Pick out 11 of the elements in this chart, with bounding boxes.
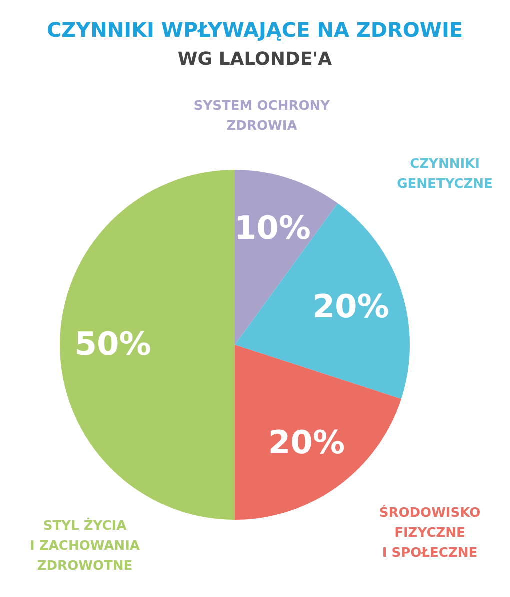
data-label: 20%: [312, 287, 390, 326]
data-label: 10%: [234, 208, 311, 247]
slice-label: STYL ŻYCIA I ZACHOWANIA ZDROWOTNE: [30, 517, 140, 574]
data-label: 20%: [268, 424, 346, 462]
pie-slice: [235, 203, 410, 400]
slice-label: CZYNNIKI GENETYCZNE: [397, 157, 493, 192]
slice-label: ŚRODOWISKO FIZYCZNE I SPOŁECZNE: [379, 504, 481, 561]
slice-label: SYSTEM OCHRONY ZDROWIA: [194, 99, 331, 134]
chart-title: CZYNNIKI WPŁYWAJĄCE NA ZDROWIE: [46, 18, 464, 42]
data-label: 50%: [74, 325, 152, 363]
chart-subtitle: WG LALONDE'A: [178, 49, 332, 70]
